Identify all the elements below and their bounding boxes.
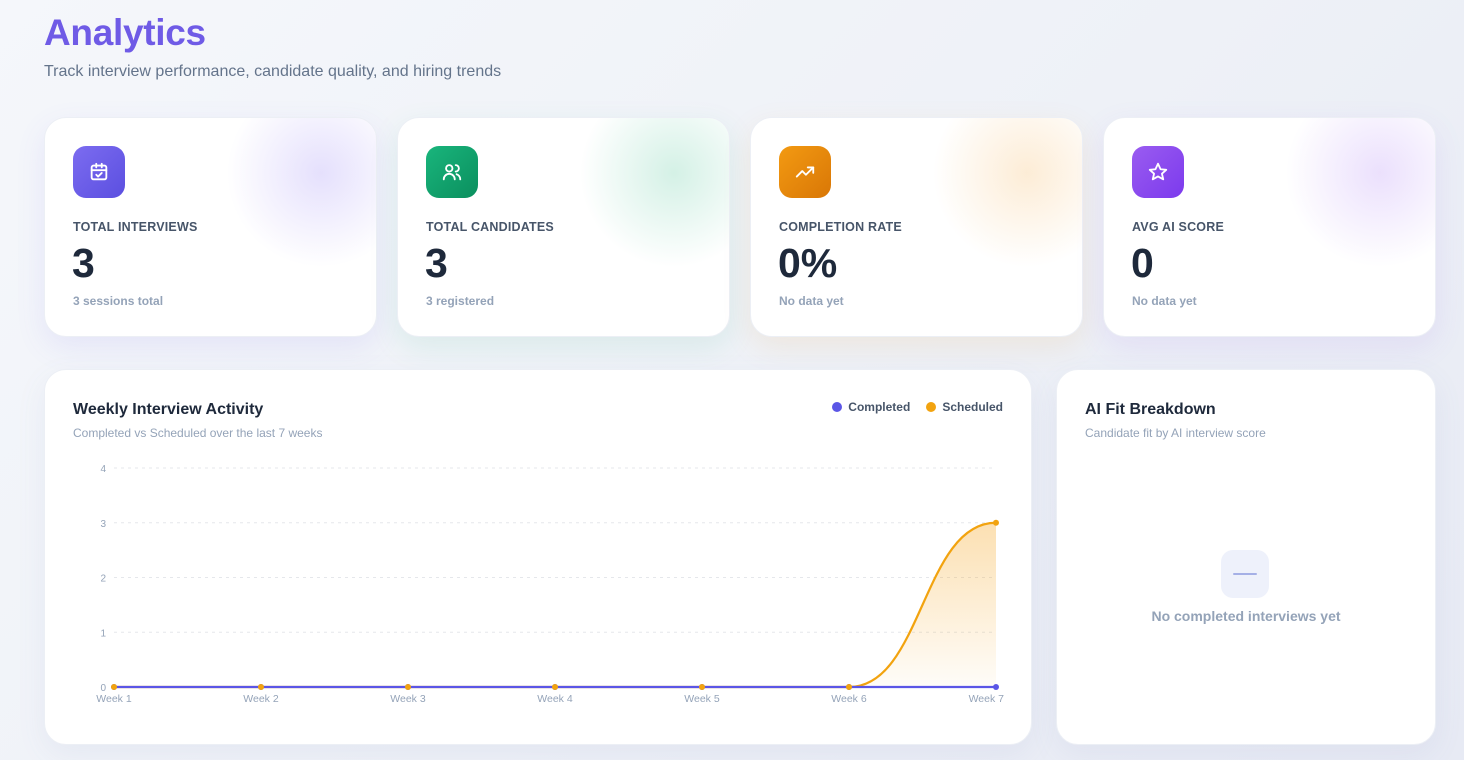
panel-title: AI Fit Breakdown [1085,401,1216,418]
empty-state-text: No completed interviews yet [1151,608,1341,624]
x-tick-label: Week 3 [390,693,426,705]
data-point-scheduled [552,684,558,690]
stat-card-completion-rate: COMPLETION RATE 0% No data yet [750,117,1083,337]
calendar-check-icon [73,146,125,198]
panel-subtitle: Candidate fit by AI interview score [1085,426,1266,440]
panel-subtitle: Completed vs Scheduled over the last 7 w… [73,426,323,440]
stat-sub: No data yet [1132,294,1197,308]
x-tick-label: Week 4 [537,693,573,705]
x-tick-label: Week 6 [831,693,867,705]
legend-label: Scheduled [942,400,1003,414]
y-tick-label: 0 [100,683,106,694]
y-tick-label: 2 [100,574,106,585]
panel-title: Weekly Interview Activity [73,401,264,418]
y-tick-label: 1 [100,628,106,639]
stat-sub: 3 sessions total [73,294,164,308]
stat-card-total-interviews: TOTAL INTERVIEWS 3 3 sessions total [44,117,377,337]
page-subtitle: Track interview performance, candidate q… [44,63,502,80]
users-icon [426,146,478,198]
data-point-scheduled [993,519,999,526]
stat-card-total-candidates: TOTAL CANDIDATES 3 3 registered [397,117,730,337]
y-tick-label: 4 [100,464,106,475]
legend-item-completed[interactable]: Completed [832,400,910,414]
series-area-scheduled [114,522,996,687]
star-icon [1132,146,1184,198]
stat-label: TOTAL CANDIDATES [426,220,554,234]
stat-value: 3 [72,240,95,286]
stat-sub: 3 registered [426,294,495,308]
activity-chart: 0 1 2 3 4 Week 1 Week 2 Week 3 Week 4 Week 5 Week … [96,464,1005,705]
stat-value: 3 [425,240,448,286]
ai-fit-breakdown-panel: AI Fit Breakdown Candidate fit by AI int… [1056,369,1436,745]
x-tick-label: Week 2 [243,693,279,705]
page-title: Analytics [44,12,206,53]
legend-item-scheduled[interactable]: Scheduled [926,400,1003,414]
stat-label: TOTAL INTERVIEWS [73,220,198,234]
stat-card-avg-ai-score: AVG AI SCORE 0 No data yet [1103,117,1436,337]
stat-value: 0 [1131,240,1154,286]
stat-sub: No data yet [779,294,844,308]
x-tick-label: Week 7 [969,693,1005,705]
y-tick-label: 3 [100,519,106,530]
x-tick-label: Week 5 [684,693,720,705]
data-point-scheduled [405,684,411,690]
legend-label: Completed [848,400,911,414]
data-point-scheduled [846,684,852,690]
data-point-scheduled [258,684,264,690]
data-point-completed [993,684,999,690]
stat-label: AVG AI SCORE [1132,220,1224,234]
data-point-scheduled [699,684,705,690]
trending-up-icon [779,146,831,198]
data-point-scheduled [111,684,117,690]
x-tick-label: Week 1 [96,693,132,705]
stat-label: COMPLETION RATE [779,220,902,234]
weekly-activity-panel: Weekly Interview Activity Completed vs S… [44,369,1032,745]
legend-dot [926,402,937,412]
series-line-scheduled [114,521,997,689]
stat-value: 0% [778,240,838,286]
dash-icon [1221,550,1269,598]
chart-legend: Completed Scheduled [832,400,1003,414]
legend-dot [832,402,843,412]
